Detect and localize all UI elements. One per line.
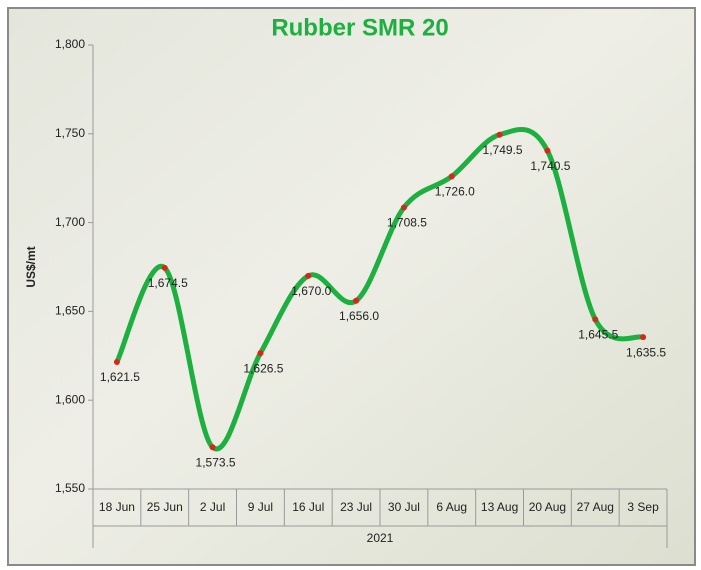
y-tick-label: 1,650: [55, 304, 85, 318]
y-axis-label: US$/mt: [24, 246, 38, 287]
x-tick-label: 25 Jun: [147, 500, 183, 514]
marker: [544, 147, 551, 154]
x-tick-label: 3 Sep: [627, 500, 659, 514]
frame: [7, 7, 696, 566]
data-label: 1,670.0: [291, 284, 331, 298]
data-label: 1,749.5: [483, 143, 523, 157]
x-tick-label: 13 Aug: [481, 500, 518, 514]
marker: [640, 334, 647, 341]
x-tick-label: 18 Jun: [99, 500, 135, 514]
data-label: 1,573.5: [196, 455, 236, 469]
x-tick-label: 30 Jul: [388, 500, 420, 514]
y-tick-label: 1,600: [55, 392, 85, 406]
data-label: 1,656.0: [339, 309, 379, 323]
marker: [592, 316, 599, 323]
x-tick-label: 20 Aug: [529, 500, 566, 514]
marker: [113, 359, 120, 366]
x-tick-label: 2 Jul: [200, 500, 225, 514]
marker: [161, 264, 168, 271]
x-tick-label: 27 Aug: [577, 500, 614, 514]
y-tick-label: 1,750: [55, 126, 85, 140]
x-tick-label: 9 Jul: [248, 500, 273, 514]
marker: [496, 131, 503, 138]
x-tick-label: 23 Jul: [340, 500, 372, 514]
data-label: 1,626.5: [243, 361, 283, 375]
data-label: 1,726.0: [435, 185, 475, 199]
y-tick-label: 1,700: [55, 215, 85, 229]
marker: [353, 297, 360, 304]
data-label: 1,674.5: [148, 276, 188, 290]
marker: [305, 272, 312, 279]
marker: [400, 204, 407, 211]
data-label: 1,635.5: [626, 345, 666, 359]
data-label: 1,740.5: [530, 159, 570, 173]
y-tick-label: 1,800: [55, 37, 85, 51]
x-group-label: 2021: [367, 531, 394, 545]
marker: [209, 444, 216, 451]
data-label: 1,708.5: [387, 216, 427, 230]
y-tick-label: 1,550: [55, 481, 85, 495]
marker: [448, 173, 455, 180]
data-label: 1,621.5: [100, 370, 140, 384]
x-tick-label: 16 Jul: [292, 500, 324, 514]
line: [114, 126, 644, 452]
data-label: 1,645.5: [578, 328, 618, 342]
chart-title: Rubber SMR 20: [271, 14, 448, 41]
x-tick-label: 6 Aug: [436, 500, 467, 514]
marker: [257, 350, 264, 357]
